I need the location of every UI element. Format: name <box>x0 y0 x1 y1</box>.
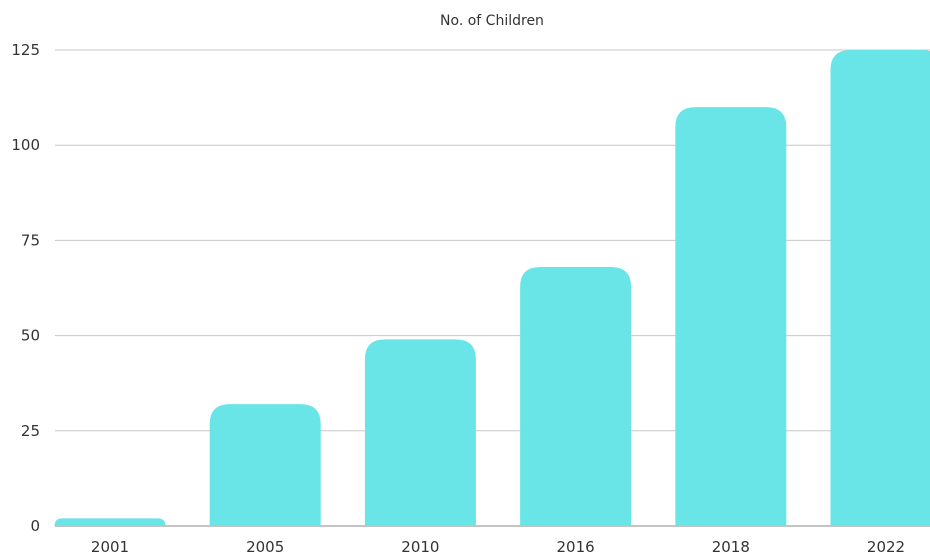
x-axis-ticks: 2001 2005 2010 2016 2018 2022 <box>91 538 905 556</box>
x-tick-label-2001: 2001 <box>91 538 129 556</box>
bar-2016 <box>520 267 632 526</box>
y-tick-label-0: 0 <box>30 517 40 535</box>
x-tick-label-2005: 2005 <box>246 538 284 556</box>
bar-2022 <box>830 50 930 526</box>
bar-2018 <box>675 107 787 527</box>
y-tick-label-100: 100 <box>11 136 40 154</box>
x-tick-label-2010: 2010 <box>401 538 439 556</box>
y-axis-ticks: 0 25 50 75 100 125 <box>11 41 40 535</box>
grid-lines <box>55 49 930 527</box>
chart-title: No. of Children <box>440 13 544 29</box>
y-tick-label-50: 50 <box>21 327 40 345</box>
bar-2005 <box>209 404 321 526</box>
bars <box>54 50 930 527</box>
bar-2001 <box>54 518 166 526</box>
x-tick-label-2018: 2018 <box>712 538 750 556</box>
x-tick-label-2016: 2016 <box>557 538 595 556</box>
y-tick-label-75: 75 <box>21 231 40 249</box>
bar-2010 <box>364 339 476 526</box>
y-tick-label-25: 25 <box>21 422 40 440</box>
x-tick-label-2022: 2022 <box>867 538 905 556</box>
y-tick-label-125: 125 <box>11 41 40 59</box>
